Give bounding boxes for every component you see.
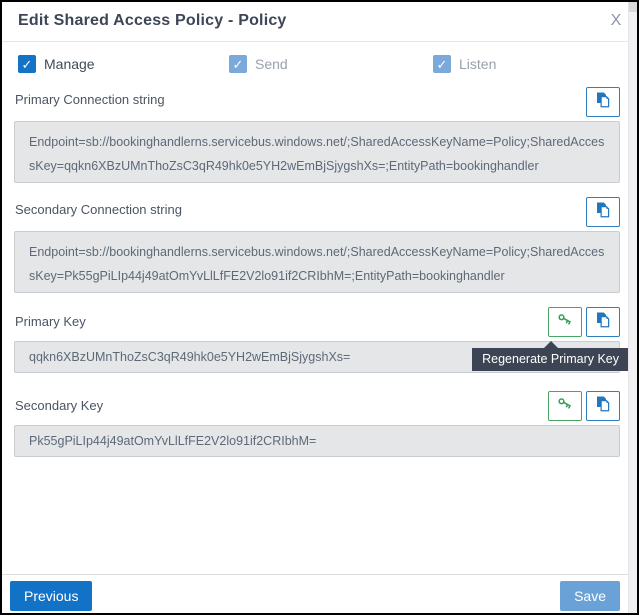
secondary-connection-label: Secondary Connection string [15,202,182,217]
tooltip-text: Regenerate Primary Key [482,352,619,366]
copy-icon [594,201,612,224]
copy-icon [594,395,612,418]
previous-button[interactable]: Previous [10,581,93,611]
checkbox-manage[interactable]: ✓ Manage [18,54,95,74]
permissions-row: ✓ Manage ✓ Send ✓ Listen [2,54,622,76]
copy-icon [594,311,612,334]
primary-connection-label: Primary Connection string [15,92,165,107]
footer-divider [2,574,637,575]
secondary-key-label: Secondary Key [15,398,104,413]
save-button[interactable]: Save [560,581,620,611]
secondary-key-value: Pk55gPiLIp44j49atOmYvLlLfFE2V2lo91if2CRI… [14,425,620,457]
copy-secondary-key-button[interactable] [586,391,620,421]
scrollbar[interactable] [628,2,637,613]
dialog-header: Edit Shared Access Policy - Policy X [2,2,637,42]
copy-primary-key-button[interactable] [586,307,620,337]
regenerate-primary-key-tooltip: Regenerate Primary Key [472,341,629,371]
primary-connection-value: Endpoint=sb://bookinghandlerns.servicebu… [14,121,620,183]
regenerate-primary-key-button[interactable] [548,307,582,337]
checkbox-manage-label: Manage [44,56,95,72]
copy-secondary-connection-button[interactable] [586,197,620,227]
checkbox-checked-icon: ✓ [229,55,247,73]
copy-icon [594,91,612,114]
checkbox-listen-label: Listen [459,56,497,72]
secondary-connection-value: Endpoint=sb://bookinghandlerns.servicebu… [14,231,620,293]
primary-key-label: Primary Key [15,314,86,329]
checkbox-send-label: Send [255,56,288,72]
checkbox-checked-icon[interactable]: ✓ [18,55,36,73]
checkbox-listen: ✓ Listen [433,54,496,74]
regenerate-secondary-key-button[interactable] [548,391,582,421]
close-icon[interactable]: X [610,12,622,29]
checkbox-checked-icon: ✓ [433,55,451,73]
dialog-title: Edit Shared Access Policy - Policy [18,12,287,29]
checkbox-send: ✓ Send [229,54,288,74]
scrollbar-thumb[interactable] [629,2,637,12]
key-icon [556,395,574,418]
tooltip-arrow [544,341,559,348]
key-icon [556,311,574,334]
copy-primary-connection-button[interactable] [586,87,620,117]
